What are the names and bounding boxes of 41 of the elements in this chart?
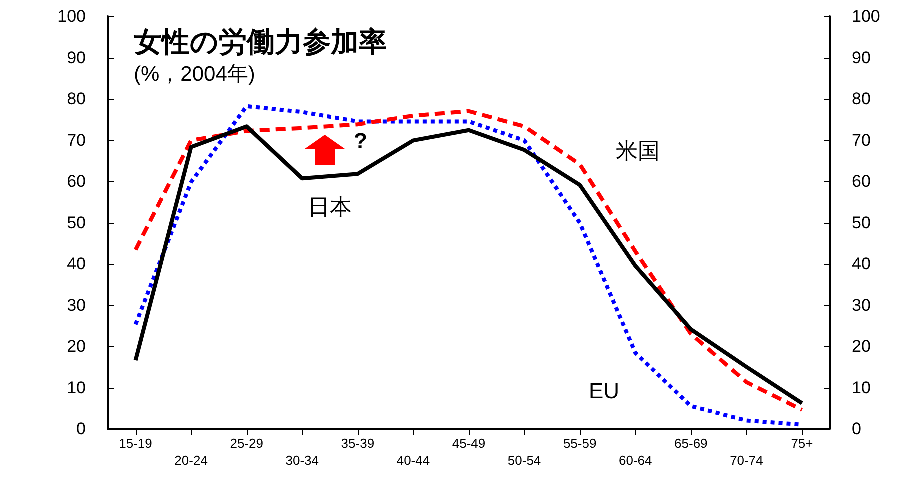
y-tick-label: 10 — [67, 378, 86, 398]
y-tick-label: 100 — [58, 7, 86, 26]
series-label: EU — [589, 378, 620, 404]
y-tick-label: 30 — [67, 296, 86, 315]
chart-title: 女性の労働力参加率 — [133, 26, 387, 58]
y-tick-label: 70 — [67, 130, 86, 150]
y-tick-label: 20 — [67, 337, 86, 356]
x-tick-label: 25-29 — [230, 436, 264, 451]
x-tick-label: 60-64 — [618, 453, 652, 468]
x-tick-label: 45-49 — [452, 436, 486, 451]
annotation: ? — [354, 128, 368, 154]
series-label: 日本 — [308, 194, 352, 220]
y2-tick-label: 100 — [852, 7, 880, 26]
x-tick-label: 40-44 — [396, 453, 430, 468]
y2-tick-label: 60 — [852, 172, 871, 191]
y2-tick-label: 70 — [852, 130, 871, 150]
y-tick-label: 40 — [67, 254, 86, 274]
x-tick-label: 20-24 — [174, 453, 208, 468]
x-tick-label: 35-39 — [341, 436, 375, 451]
y2-tick-label: 20 — [852, 337, 871, 356]
text: (%，2004年) — [134, 63, 256, 86]
y-tick-label: 0 — [76, 420, 86, 438]
y2-tick-label: 40 — [852, 254, 871, 274]
x-tick-label: 65-69 — [674, 436, 708, 451]
x-tick-label: 75+ — [791, 436, 814, 451]
x-tick-label: 15-19 — [119, 436, 152, 451]
y-tick-label: 90 — [67, 48, 86, 68]
series-label: 米国 — [616, 138, 660, 164]
x-tick-label: 55-59 — [563, 436, 597, 451]
y-tick-label: 60 — [67, 172, 86, 191]
y2-tick-label: 50 — [852, 213, 871, 232]
y2-tick-label: 90 — [852, 48, 871, 68]
x-tick-label: 70-74 — [730, 453, 764, 468]
x-tick-label: 50-54 — [508, 453, 542, 468]
y2-tick-label: 30 — [852, 296, 871, 315]
y-tick-label: 80 — [67, 90, 86, 108]
y-tick-label: 50 — [67, 213, 86, 232]
x-tick-label: 30-34 — [286, 453, 320, 468]
y2-tick-label: 10 — [852, 378, 871, 398]
y2-tick-label: 0 — [852, 420, 862, 438]
y2-tick-label: 80 — [852, 90, 871, 108]
